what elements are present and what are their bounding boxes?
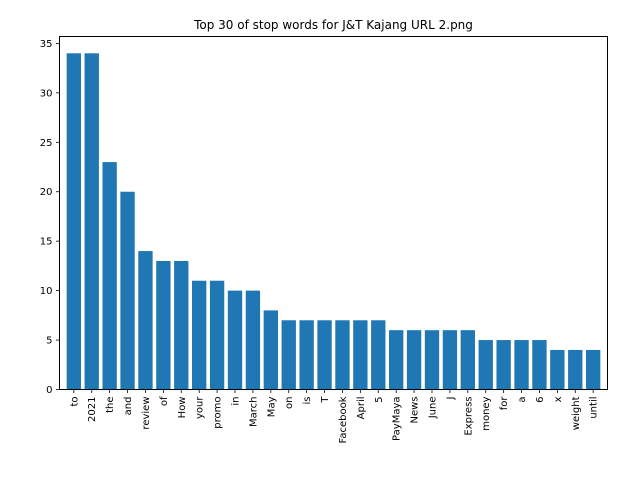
x-tick-label-17: 5 [374,397,385,403]
bar-25 [514,340,529,390]
bar-18 [389,330,404,390]
bar-28 [568,349,583,390]
x-tick-label-18: PayMaya [392,397,403,441]
x-tick-label-9: in [231,397,242,406]
y-tick-label-0: 0 [46,385,52,396]
x-tick-label-10: March [248,397,259,427]
bar-29 [586,349,601,390]
bar-12 [281,320,296,390]
x-tick-label-26: 6 [535,397,546,403]
x-tick-label-14: T [320,396,331,404]
bar-14 [317,320,332,390]
y-axis: 0 5 10 15 20 25 30 35 [40,39,60,396]
x-tick-label-24: for [499,396,510,411]
x-tick-label-28: weight [571,396,582,430]
x-tick-label-12: on [284,397,295,409]
bars-layer [66,53,601,390]
x-tick-label-7: your [195,396,206,419]
bar-9 [227,290,243,390]
bar-8 [209,280,225,390]
x-tick-label-15: Facebook [338,396,349,443]
bar-17 [371,320,386,390]
bar-4 [138,251,153,390]
x-tick-label-29: until [589,397,600,419]
chart-title: Top 30 of stop words for J&T Kajang URL … [193,18,473,32]
bar-15 [335,320,350,390]
y-tick-label-6: 30 [40,88,53,99]
x-tick-label-11: May [266,396,277,417]
bar-20 [424,330,440,390]
y-tick-label-4: 20 [40,187,53,198]
bar-19 [406,330,422,390]
bar-0 [66,53,81,390]
x-tick-label-21: J [445,397,456,401]
x-tick-label-13: is [302,397,313,405]
bar-21 [442,330,458,390]
x-tick-label-20: June [428,397,439,420]
y-tick-label-1: 5 [46,336,52,347]
bar-2 [102,162,117,390]
bar-6 [174,260,189,390]
bar-23 [478,340,493,390]
plot-frame [59,36,608,390]
y-tick-label-7: 35 [40,39,53,50]
bar-22 [460,330,475,390]
x-tick-label-6: How [177,397,188,419]
x-tick-label-2: the [105,397,116,413]
bar-13 [299,320,314,390]
bar-27 [550,349,565,390]
x-tick-label-23: money [481,396,492,430]
y-tick-label-5: 25 [40,138,53,149]
x-tick-label-0: to [69,397,80,407]
x-tick-label-22: Express [463,397,474,436]
y-tick-label-3: 15 [40,237,53,248]
x-tick-label-8: promo [213,397,224,429]
x-tick-label-25: a [517,397,528,403]
bar-10 [245,290,261,390]
bar-11 [263,310,278,390]
bar-26 [532,340,547,390]
x-tick-label-16: April [356,397,367,420]
x-axis: to 2021 the and review of How your promo in March M… [69,389,600,444]
bar-5 [156,260,171,390]
bar-1 [84,53,99,390]
bar-16 [353,320,368,390]
x-tick-label-19: News [410,397,421,424]
bar-7 [192,280,207,390]
bar-24 [496,340,511,390]
x-tick-label-27: x [553,396,564,402]
x-tick-label-3: and [123,397,134,416]
x-tick-label-4: review [141,397,152,430]
bar-3 [120,191,135,390]
y-tick-label-2: 10 [40,286,53,297]
x-tick-label-5: of [159,396,170,406]
x-tick-label-1: 2021 [87,397,98,422]
